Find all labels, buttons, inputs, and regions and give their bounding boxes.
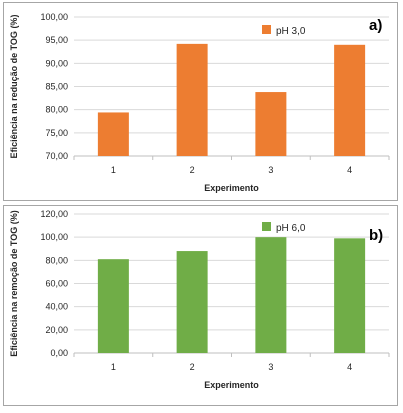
- y-tick-label: 80,00: [45, 105, 68, 115]
- chart-panel-a: 70,00 75,00 80,00 85,00 90,00 95,00 100,00 1 2 3 4…: [3, 2, 398, 201]
- panel-label: a): [369, 17, 382, 34]
- y-tick-label: 100,00: [40, 12, 68, 22]
- chart-a-svg: 70,00 75,00 80,00 85,00 90,00 95,00 100,00 1 2 3 4…: [9, 12, 390, 193]
- x-tick-label: 1: [111, 165, 116, 175]
- bar-a-1: [97, 112, 129, 156]
- y-tick-label: 0,00: [50, 348, 68, 358]
- y-tick-label: 85,00: [45, 82, 68, 92]
- x-axis-title: Experimento: [204, 380, 259, 390]
- x-tick-label: 2: [190, 362, 195, 372]
- legend-swatch: [262, 222, 271, 231]
- y-tick-label: 95,00: [45, 35, 68, 45]
- bar-a-3: [255, 92, 287, 156]
- x-axis-title: Experimento: [204, 183, 259, 193]
- y-tick-label: 90,00: [45, 58, 68, 68]
- y-tick-label: 20,00: [45, 325, 68, 335]
- y-tick-label: 100,00: [40, 232, 68, 242]
- bar-b-1: [97, 259, 129, 353]
- chart-b-svg: 0,00 20,00 40,00 60,00 80,00 100,00 120,00 1 2 3 4…: [9, 209, 390, 390]
- x-tick-label: 3: [268, 362, 273, 372]
- x-tick-label: 4: [347, 362, 352, 372]
- bar-a-2: [176, 43, 208, 156]
- x-tick-label: 1: [111, 362, 116, 372]
- bar-a-4: [334, 44, 366, 156]
- bar-b-4: [334, 238, 366, 353]
- legend-label: pH 6,0: [276, 223, 306, 234]
- legend-swatch: [262, 25, 271, 34]
- legend-label: pH 3,0: [276, 26, 306, 37]
- x-tick-label: 4: [347, 165, 352, 175]
- y-tick-label: 75,00: [45, 128, 68, 138]
- y-tick-label: 80,00: [45, 255, 68, 265]
- y-axis-title: Eficiência na redução de TOG (%): [9, 15, 19, 159]
- x-tick-label: 2: [190, 165, 195, 175]
- bar-b-2: [176, 251, 208, 353]
- chart-panel-b: 0,00 20,00 40,00 60,00 80,00 100,00 120,00 1 2 3 4…: [3, 205, 398, 406]
- y-tick-label: 60,00: [45, 279, 68, 289]
- panel-label: b): [369, 227, 383, 244]
- y-axis-title: Eficiência na remoção de TOG (%): [9, 210, 19, 356]
- y-tick-label: 120,00: [40, 209, 68, 219]
- y-tick-label: 70,00: [45, 151, 68, 161]
- y-tick-label: 40,00: [45, 302, 68, 312]
- bar-b-3: [255, 237, 287, 353]
- x-tick-label: 3: [268, 165, 273, 175]
